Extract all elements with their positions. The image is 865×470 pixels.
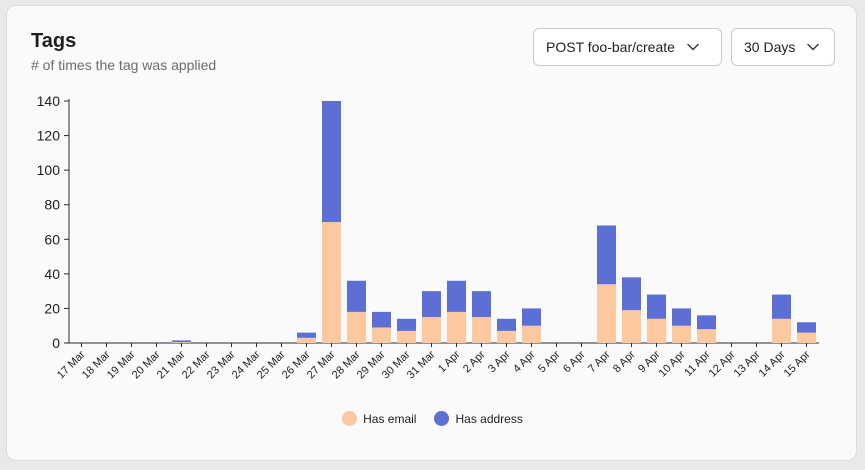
chart-legend: Has email Has address <box>7 411 858 426</box>
bar-has-address <box>322 101 341 222</box>
bar-has-email <box>447 311 466 343</box>
y-tick-label: 20 <box>44 300 60 316</box>
bar-has-email <box>397 330 416 343</box>
bar-has-email <box>597 284 616 343</box>
card-subtitle: # of times the tag was applied <box>31 57 217 73</box>
legend-swatch-has-address <box>434 411 450 426</box>
bar-has-address <box>472 291 491 318</box>
bar-has-address <box>797 322 816 333</box>
bar-has-address <box>672 308 691 326</box>
y-tick-label: 80 <box>44 197 60 213</box>
legend-item-has-address[interactable]: Has address <box>434 411 523 426</box>
bar-has-email <box>647 318 666 343</box>
x-tick-label: 11 Apr <box>682 348 713 379</box>
bar-has-address <box>397 318 416 331</box>
bar-has-address <box>372 311 391 328</box>
x-tick-label: 14 Apr <box>757 348 788 379</box>
bar-has-email <box>347 311 366 343</box>
bar-has-address <box>522 308 541 326</box>
tags-card: Tags # of times the tag was applied POST… <box>6 5 857 461</box>
bar-has-email <box>797 332 816 343</box>
y-tick-label: 140 <box>37 93 61 109</box>
x-tick-label: 1 Apr <box>436 348 463 375</box>
bar-has-address <box>297 332 316 338</box>
chevron-down-icon <box>687 43 699 51</box>
bar-has-email <box>772 318 791 343</box>
legend-item-has-email[interactable]: Has email <box>342 411 416 426</box>
bar-has-email <box>297 337 316 343</box>
bar-has-email <box>522 325 541 343</box>
bar-has-email <box>422 317 441 343</box>
y-tick-label: 100 <box>37 162 61 178</box>
legend-swatch-has-email <box>342 411 358 426</box>
x-tick-label: 2 Apr <box>461 348 488 375</box>
x-tick-label: 3 Apr <box>486 348 513 375</box>
bar-has-email <box>697 329 716 343</box>
bar-has-address <box>647 294 666 319</box>
y-tick-label: 120 <box>37 128 61 144</box>
card-title: Tags <box>31 30 77 52</box>
date-range-select-value: 30 Days <box>744 39 796 55</box>
bar-has-email <box>372 327 391 343</box>
bar-has-email <box>497 330 516 343</box>
legend-label-has-email: Has email <box>363 411 417 426</box>
endpoint-select[interactable]: POST foo-bar/create <box>533 28 722 66</box>
x-tick-label: 31 Mar <box>405 348 438 381</box>
bar-has-email <box>322 222 341 343</box>
bar-has-address <box>172 340 191 343</box>
x-tick-label: 7 Apr <box>586 348 613 375</box>
x-tick-label: 15 Apr <box>782 348 813 379</box>
bar-has-address <box>497 318 516 331</box>
bar-has-email <box>672 325 691 343</box>
bar-has-address <box>422 291 441 318</box>
x-tick-label: 8 Apr <box>611 348 638 375</box>
endpoint-select-value: POST foo-bar/create <box>546 39 675 55</box>
legend-label-has-address: Has address <box>455 411 523 426</box>
bar-has-email <box>622 310 641 343</box>
x-tick-label: 4 Apr <box>511 348 538 375</box>
x-tick-label: 6 Apr <box>561 348 588 375</box>
bar-has-address <box>622 277 641 311</box>
y-tick-label: 60 <box>44 231 60 247</box>
bar-has-address <box>697 315 716 330</box>
bar-has-address <box>772 294 791 319</box>
x-tick-label: 5 Apr <box>536 348 563 375</box>
bar-has-address <box>447 280 466 312</box>
x-tick-label: 12 Apr <box>707 348 738 379</box>
x-tick-label: 13 Apr <box>732 348 763 379</box>
bar-has-address <box>597 225 616 285</box>
bar-has-email <box>472 317 491 343</box>
y-tick-label: 0 <box>52 335 60 351</box>
chevron-down-icon <box>807 43 820 51</box>
x-tick-label: 10 Apr <box>657 348 688 379</box>
date-range-select[interactable]: 30 Days <box>731 28 835 66</box>
y-tick-label: 40 <box>44 266 60 282</box>
bar-has-email <box>172 342 191 343</box>
bar-has-address <box>347 280 366 312</box>
